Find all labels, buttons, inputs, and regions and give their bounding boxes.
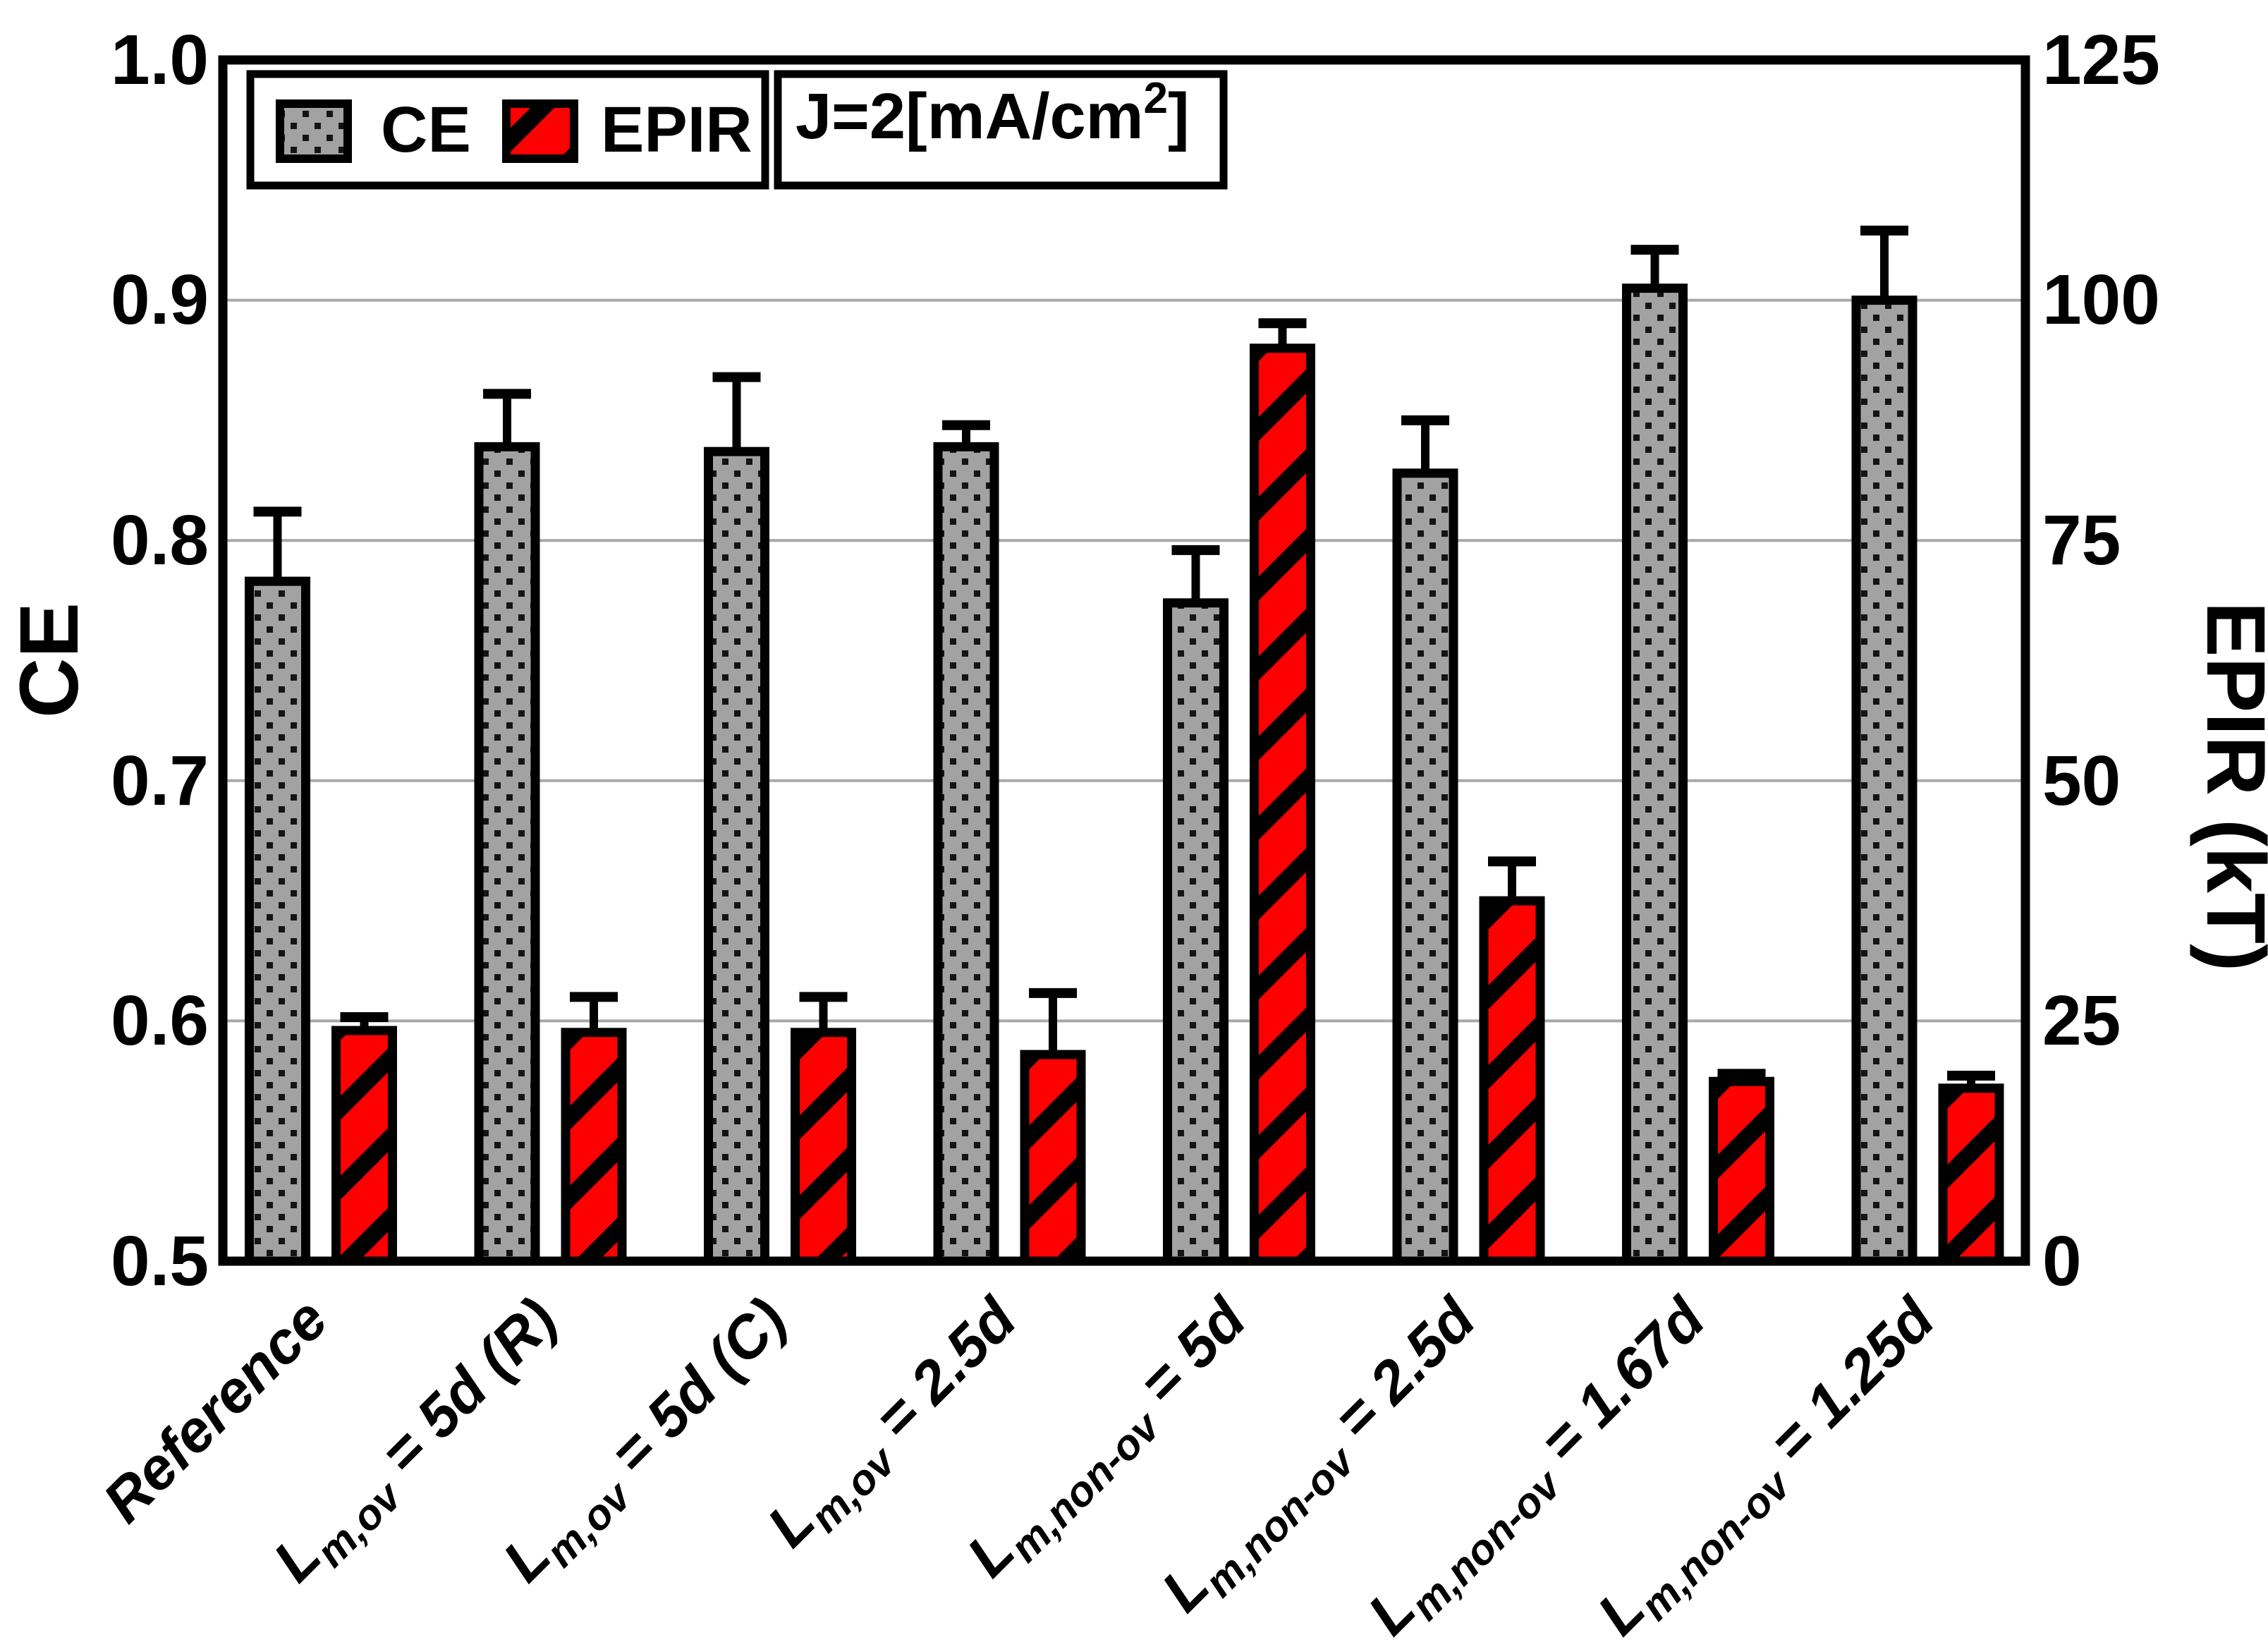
left-tick-0.5: 0.5 xyxy=(111,1222,209,1301)
annotation-box xyxy=(774,70,1228,190)
bar-ce-3 xyxy=(933,442,999,1266)
right-tick-100: 100 xyxy=(2042,260,2160,339)
left-tick-0.8: 0.8 xyxy=(111,501,209,580)
right-tick-75: 75 xyxy=(2042,501,2121,580)
bar-ce-5 xyxy=(1392,468,1458,1266)
right-tick-50: 50 xyxy=(2042,741,2121,820)
bar-epir-4 xyxy=(1250,344,1315,1266)
legend-swatch-epir xyxy=(502,99,578,163)
right-axis-tick-labels: 125 100 75 50 25 0 xyxy=(2042,20,2160,1301)
right-tick-125: 125 xyxy=(2042,20,2160,99)
left-tick-1.0: 1.0 xyxy=(111,20,209,99)
legend: CE EPIR xyxy=(246,70,769,190)
plot-frame xyxy=(218,55,2030,1266)
bar-epir-3 xyxy=(1020,1050,1086,1266)
legend-label-epir: EPIR xyxy=(601,94,752,166)
bar-ce-6 xyxy=(1622,284,1688,1266)
bar-ce-1 xyxy=(474,442,540,1266)
bar-ce-2 xyxy=(704,446,769,1266)
bar-epir-6 xyxy=(1709,1076,1774,1266)
left-tick-0.9: 0.9 xyxy=(111,260,209,339)
annotation-text: J=2[mA/cm2] xyxy=(795,74,1190,152)
annotation: J=2[mA/cm2] xyxy=(774,70,1228,190)
bar-epir-7 xyxy=(1938,1083,2004,1266)
legend-label-ce: CE xyxy=(381,94,471,166)
bar-epir-0 xyxy=(331,1026,397,1266)
left-tick-0.7: 0.7 xyxy=(111,741,209,820)
bar-ce-0 xyxy=(245,576,310,1266)
right-axis-title: EPIR (kT) xyxy=(2189,602,2268,972)
bar-ce-4 xyxy=(1163,598,1228,1266)
left-axis-tick-labels: 1.0 0.9 0.8 0.7 0.6 0.5 xyxy=(111,20,209,1301)
bar-epir-2 xyxy=(791,1028,856,1266)
bar-ce-7 xyxy=(1851,296,1918,1266)
bar-epir-5 xyxy=(1479,896,1545,1266)
right-tick-25: 25 xyxy=(2042,981,2121,1060)
legend-swatch-ce xyxy=(276,99,352,163)
bar-epir-1 xyxy=(561,1028,627,1266)
left-axis-title: CE xyxy=(3,602,96,718)
right-tick-0: 0 xyxy=(2042,1222,2082,1301)
left-tick-0.6: 0.6 xyxy=(111,981,209,1060)
